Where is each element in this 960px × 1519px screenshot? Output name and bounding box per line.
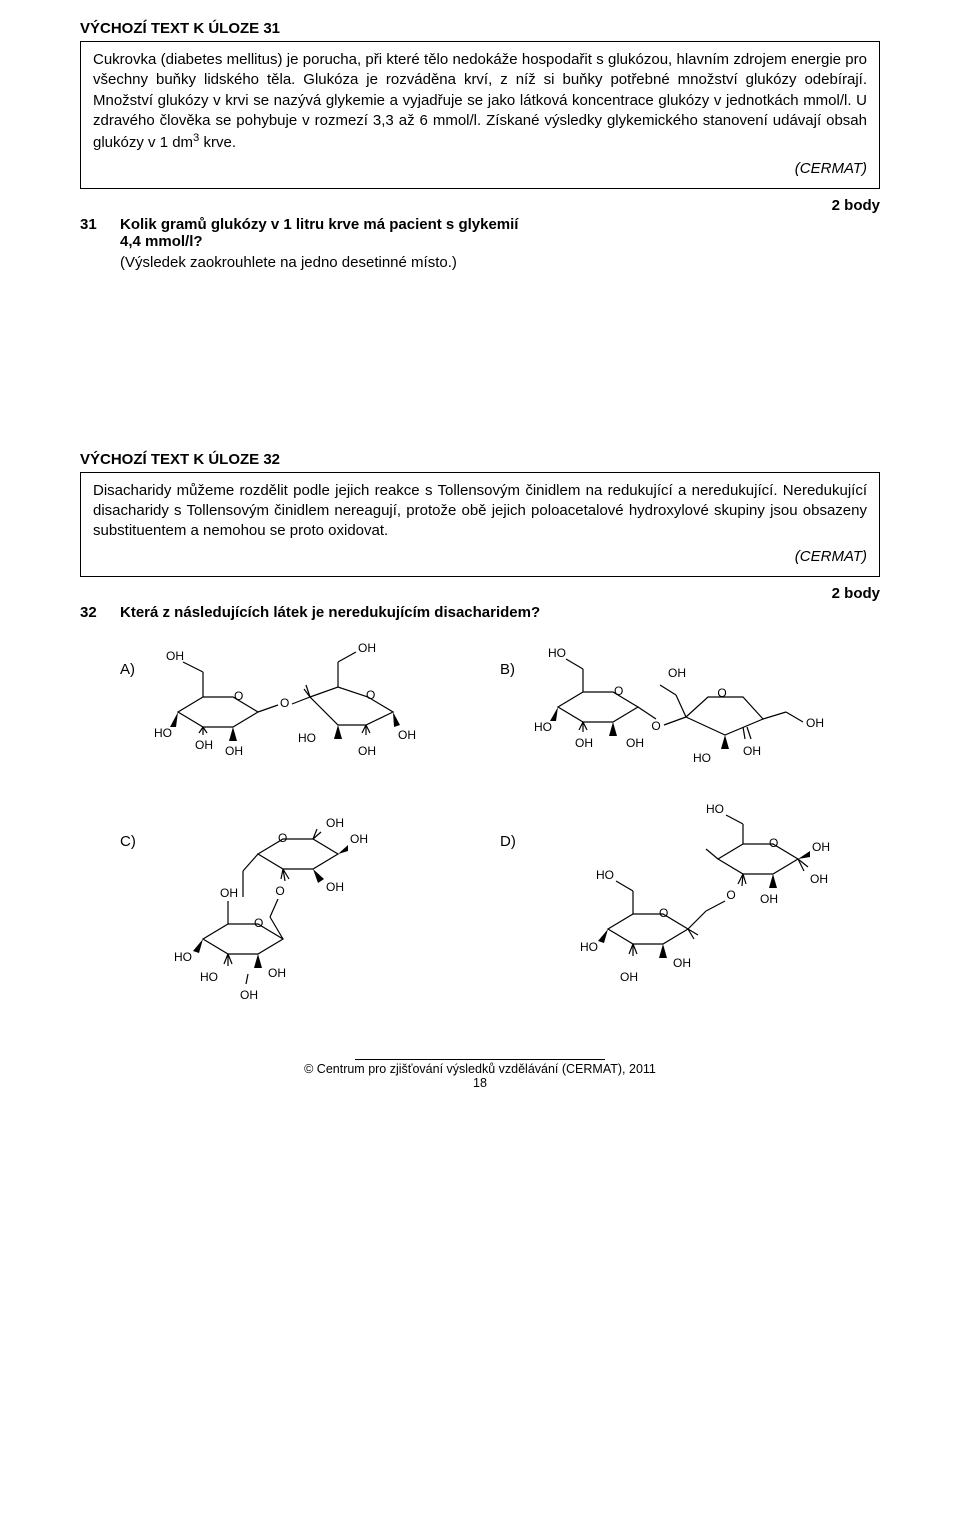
svg-text:OH: OH (358, 744, 376, 758)
svg-text:OH: OH (620, 970, 638, 984)
structure-b: O HO HO OH OH O (528, 627, 880, 781)
svg-text:OH: OH (806, 716, 824, 730)
task32-box: Disacharidy můžeme rozdělit podle jejich… (80, 472, 880, 577)
svg-text:OH: OH (743, 744, 761, 758)
svg-text:OH: OH (240, 988, 258, 1002)
svg-text:OH: OH (326, 816, 344, 830)
svg-text:O: O (275, 884, 284, 898)
task32-question: Která z následujících látek je neredukuj… (120, 604, 880, 621)
page-footer: © Centrum pro zjišťování výsledků vzdělá… (80, 1059, 880, 1090)
svg-text:O: O (234, 689, 243, 703)
task31-question: Kolik gramů glukózy v 1 litru krve má pa… (120, 216, 880, 250)
svg-text:HO: HO (706, 802, 724, 816)
svg-text:OH: OH (760, 892, 778, 906)
task31-points: 2 body (80, 197, 880, 214)
svg-text:O: O (651, 719, 660, 733)
task32-source: (CERMAT) (93, 547, 867, 567)
svg-text:OH: OH (358, 641, 376, 655)
task31-q-line1: Kolik gramů glukózy v 1 litru krve má pa… (120, 216, 518, 233)
answer-label-b: B) (500, 627, 528, 678)
svg-text:HO: HO (154, 726, 172, 740)
svg-text:HO: HO (580, 940, 598, 954)
structure-d: O OH OH HO OH O (528, 799, 880, 1003)
svg-text:O: O (280, 696, 289, 710)
structure-a: O OH HO OH OH O (148, 627, 500, 781)
answer-label-a: A) (120, 627, 148, 678)
task31-heading: VÝCHOZÍ TEXT K ÚLOZE 31 (80, 20, 880, 37)
svg-text:OH: OH (398, 728, 416, 742)
task31-sub: (Výsledek zaokrouhlete na jedno desetinn… (120, 254, 880, 271)
svg-text:OH: OH (812, 840, 830, 854)
svg-text:OH: OH (673, 956, 691, 970)
svg-text:OH: OH (195, 738, 213, 752)
answer-label-d: D) (500, 799, 528, 850)
task32-heading: VÝCHOZÍ TEXT K ÚLOZE 32 (80, 451, 880, 468)
svg-text:OH: OH (668, 666, 686, 680)
task31-q-line2: 4,4 mmol/l? (120, 233, 203, 250)
svg-text:O: O (726, 888, 735, 902)
svg-text:O: O (659, 906, 668, 920)
svg-text:OH: OH (166, 649, 184, 663)
svg-text:OH: OH (220, 886, 238, 900)
svg-text:O: O (614, 684, 623, 698)
task31-number: 31 (80, 216, 120, 233)
svg-text:OH: OH (810, 872, 828, 886)
svg-text:OH: OH (626, 736, 644, 750)
svg-text:HO: HO (596, 868, 614, 882)
task32-number: 32 (80, 604, 120, 621)
svg-text:O: O (769, 836, 778, 850)
svg-text:OH: OH (350, 832, 368, 846)
svg-text:HO: HO (693, 751, 711, 765)
svg-text:OH: OH (225, 744, 243, 758)
svg-text:HO: HO (534, 720, 552, 734)
svg-text:O: O (366, 688, 375, 702)
footer-page: 18 (80, 1076, 880, 1090)
task31-box-text: Cukrovka (diabetes mellitus) je porucha,… (93, 50, 867, 153)
svg-text:OH: OH (575, 736, 593, 750)
svg-text:O: O (717, 686, 726, 700)
svg-text:HO: HO (174, 950, 192, 964)
svg-text:O: O (254, 916, 263, 930)
task32-points: 2 body (80, 585, 880, 602)
svg-text:HO: HO (200, 970, 218, 984)
structure-c: O OH OH OH O (148, 799, 500, 1033)
svg-text:OH: OH (268, 966, 286, 980)
footer-copyright: © Centrum pro zjišťování výsledků vzdělá… (80, 1062, 880, 1076)
answer-label-c: C) (120, 799, 148, 850)
svg-text:OH: OH (326, 880, 344, 894)
task31-source: (CERMAT) (93, 159, 867, 179)
svg-text:O: O (278, 831, 287, 845)
svg-text:HO: HO (548, 646, 566, 660)
svg-text:HO: HO (298, 731, 316, 745)
task32-answers: A) O OH HO OH (120, 627, 880, 1033)
task31-box: Cukrovka (diabetes mellitus) je porucha,… (80, 41, 880, 189)
task32-box-text: Disacharidy můžeme rozdělit podle jejich… (93, 481, 867, 542)
